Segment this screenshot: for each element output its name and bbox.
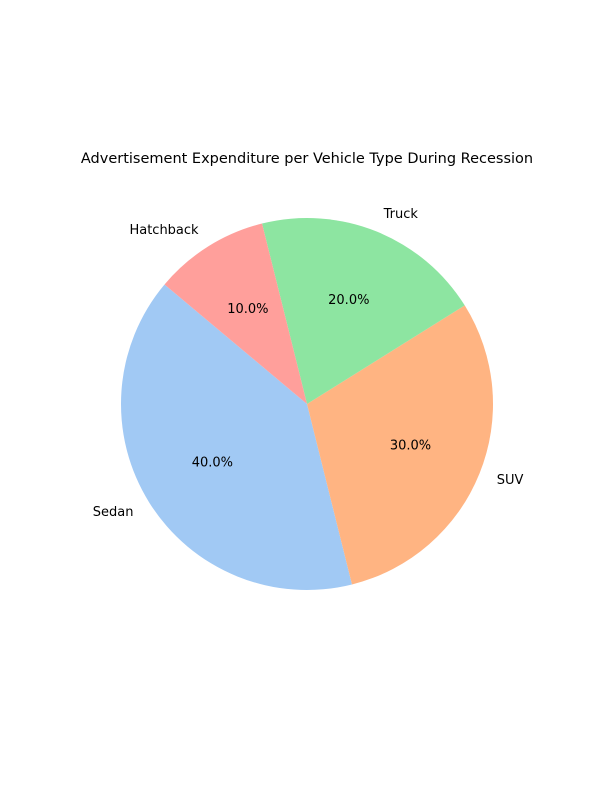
pie-slices [121,217,493,590]
chart-title: Advertisement Expenditure per Vehicle Ty… [81,151,533,167]
pie-labels: Sedan 40.0% SUV 30.0% Truck 20.0% Hatchback 10.… [93,207,524,520]
pie-slice-suv [307,305,493,585]
slice-percent-hatchback: 10.0% [227,302,268,317]
pie-slice-sedan [121,284,352,590]
slice-label-suv: SUV [497,473,524,488]
slice-percent-suv: 30.0% [390,438,431,453]
slice-percent-sedan: 40.0% [192,456,233,471]
slice-percent-truck: 20.0% [328,293,369,308]
pie-slice-truck [262,217,465,404]
pie-slice-hatchback [164,223,307,404]
slice-label-truck: Truck [383,207,419,222]
slice-label-sedan: Sedan [93,505,134,520]
slice-label-hatchback: Hatchback [129,223,199,238]
